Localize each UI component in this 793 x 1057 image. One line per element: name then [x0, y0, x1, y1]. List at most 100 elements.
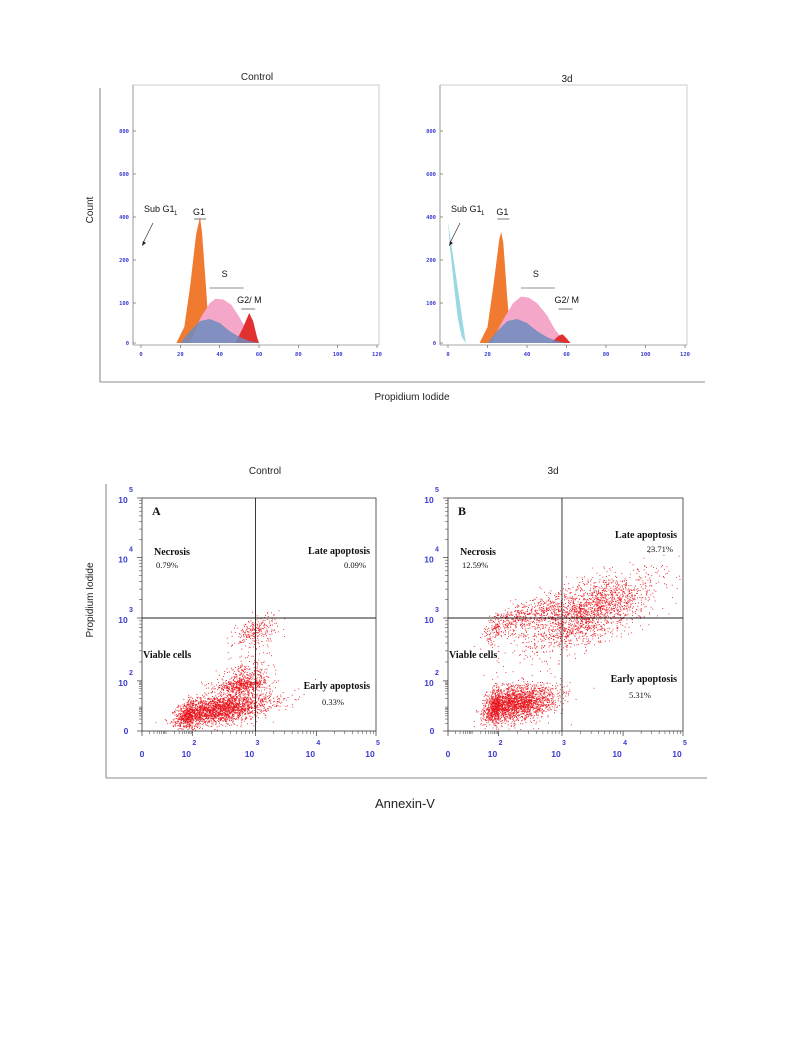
scatter-point [195, 720, 196, 722]
scatter-point [233, 679, 235, 681]
scatter-point [187, 708, 189, 709]
scatter-point [274, 666, 275, 668]
scatter-point [213, 686, 215, 687]
scatter-point [251, 706, 253, 708]
scatter-point [502, 708, 504, 710]
scatter-point [516, 709, 518, 711]
scatter-point [180, 711, 182, 713]
scatter-point [249, 637, 250, 638]
scatter-point [217, 710, 219, 712]
dot-x-tick-label: 0 [140, 749, 145, 759]
scatter-point [240, 709, 242, 711]
scatter-point [203, 706, 205, 708]
hist-y-tick-label: 600 [426, 172, 436, 178]
scatter-point [224, 685, 225, 687]
scatter-point [216, 697, 218, 699]
scatter-point [194, 725, 196, 727]
scatter-point [196, 720, 198, 721]
scatter-point [263, 625, 265, 627]
scatter-point [239, 656, 241, 658]
scatter-point [248, 686, 250, 688]
scatter-point [232, 708, 234, 709]
scatter-point [303, 694, 305, 695]
scatter-point [501, 705, 502, 707]
scatter-point [232, 721, 233, 723]
scatter-point [237, 712, 239, 714]
scatter-point [192, 705, 193, 707]
scatter-point [240, 673, 242, 675]
scatter-point [221, 700, 223, 702]
scatter-point [185, 726, 187, 728]
scatter-point [202, 701, 204, 702]
scatter-point [269, 692, 270, 694]
scatter-point [533, 697, 535, 699]
scatter-point [238, 683, 239, 685]
scatter-point [481, 710, 483, 712]
scatter-point [519, 708, 521, 709]
scatter-point [241, 699, 243, 701]
scatter-point [242, 712, 243, 714]
scatter-point [491, 713, 493, 714]
scatter-point [517, 715, 519, 717]
scatter-point [190, 721, 192, 723]
scatter-point [178, 713, 180, 714]
scatter-point [499, 693, 501, 694]
scatter-point [225, 703, 227, 705]
scatter-point [508, 720, 509, 722]
scatter-point [208, 714, 210, 715]
scatter-point [247, 666, 249, 667]
scatter-point [497, 702, 499, 703]
scatter-point [249, 672, 251, 674]
scatter-point [253, 689, 254, 691]
scatter-point [251, 701, 253, 703]
scatter-point [224, 714, 226, 716]
scatter-point [225, 710, 227, 712]
scatter-point [208, 710, 209, 712]
scatter-point [235, 676, 237, 678]
scatter-point [263, 671, 265, 673]
scatter-point [208, 702, 210, 703]
scatter-point [230, 689, 232, 691]
scatter-point [545, 707, 547, 709]
dot-minor-ticks [139, 500, 374, 734]
scatter-point [228, 713, 230, 714]
scatter-point [212, 705, 214, 706]
scatter-point [208, 698, 209, 700]
scatter-point [509, 686, 511, 688]
scatter-point [189, 715, 191, 717]
scatter-point [253, 632, 255, 633]
scatter-point [247, 709, 249, 711]
scatter-point [220, 718, 222, 720]
scatter-point [226, 703, 228, 705]
scatter-point [229, 702, 230, 704]
scatter-point [252, 632, 254, 634]
scatter-point [212, 715, 214, 717]
scatter-point [254, 714, 256, 716]
dot-y-tick-label: 0 [124, 726, 129, 736]
scatter-point [252, 695, 253, 696]
scatter-point [521, 687, 522, 688]
hist-y-tick-label: 100 [426, 301, 436, 307]
scatter-point [238, 710, 240, 712]
scatter-point [259, 700, 261, 702]
scatter-point [246, 683, 247, 685]
scatter-point [531, 703, 533, 705]
scatter-point [216, 710, 218, 711]
scatter-point [294, 699, 296, 700]
scatter-point [182, 703, 184, 705]
scatter-point [188, 703, 190, 705]
scatter-point [257, 632, 259, 634]
scatter-point [518, 697, 520, 699]
scatter-point [212, 700, 214, 702]
scatter-point [483, 709, 485, 711]
scatter-point [244, 703, 246, 705]
scatter-point [247, 695, 249, 697]
scatter-points [155, 610, 316, 731]
scatter-point [243, 672, 245, 673]
scatter-point [232, 706, 233, 708]
scatter-point [229, 683, 231, 684]
scatter-point [196, 713, 197, 714]
scatter-point [223, 682, 224, 684]
scatter-point [204, 703, 206, 705]
scatter-point [534, 690, 536, 692]
